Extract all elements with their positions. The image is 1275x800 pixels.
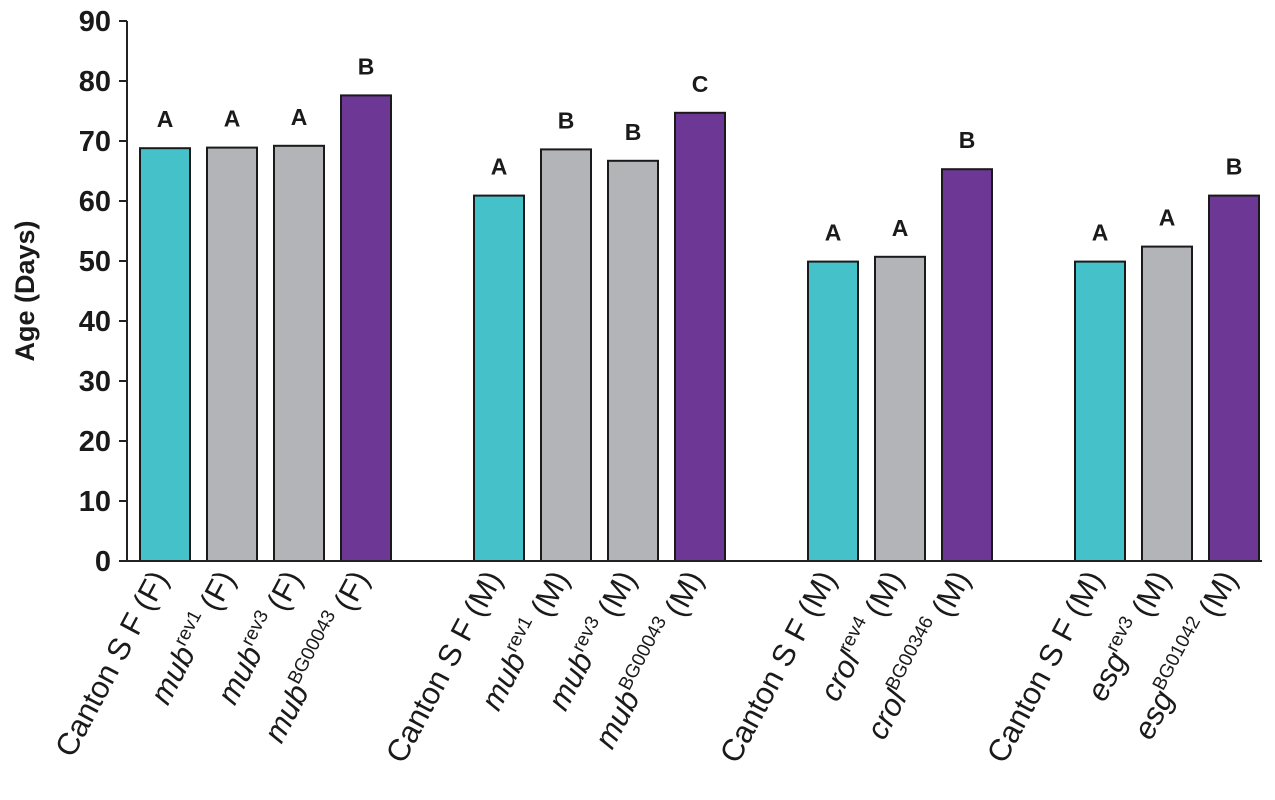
genotype: Canton S bbox=[713, 638, 805, 769]
significance-letter: A bbox=[825, 220, 842, 246]
bar-mutant bbox=[941, 168, 993, 562]
bar-mutant bbox=[674, 111, 726, 563]
x-tick-labels: Canton S F (F)mubrev1 (F)mubrev3 (F)mubB… bbox=[48, 565, 1244, 769]
significance-letter: A bbox=[224, 106, 241, 132]
genotype: crol bbox=[813, 645, 868, 707]
x-tick-label: Canton S F (M) bbox=[379, 565, 509, 769]
y-tick-label: 70 bbox=[79, 126, 111, 158]
significance-letter: B bbox=[1226, 154, 1243, 180]
significance-letter: A bbox=[892, 215, 909, 241]
significance-letter: B bbox=[358, 53, 375, 79]
significance-letter: A bbox=[291, 104, 308, 130]
significance-letter: A bbox=[157, 106, 174, 132]
y-tick-label: 20 bbox=[79, 426, 111, 458]
y-tick-label: 50 bbox=[79, 246, 111, 278]
bar-revertant bbox=[874, 255, 926, 562]
allele-superscript: BG00346 bbox=[882, 613, 938, 694]
y-axis-label: Age (Days) bbox=[10, 220, 40, 361]
bar-revertant bbox=[540, 148, 592, 562]
sex-label: F (M) bbox=[439, 565, 509, 654]
genotype: esg bbox=[1080, 646, 1134, 707]
bar-revertant bbox=[273, 144, 325, 563]
bar-revertant bbox=[1141, 245, 1193, 562]
genotype: esg bbox=[1126, 684, 1180, 745]
bar-mutant bbox=[1208, 194, 1260, 562]
allele-superscript: BG00043 bbox=[615, 613, 671, 694]
significance-letter: A bbox=[491, 154, 508, 180]
significance-letter: A bbox=[1092, 220, 1109, 246]
genotype: mub bbox=[143, 640, 202, 710]
genotype: Canton S bbox=[379, 638, 471, 769]
x-tick-label: Canton S F (M) bbox=[980, 565, 1110, 769]
sex-label: F (M) bbox=[1040, 565, 1110, 654]
significance-letter: A bbox=[1159, 205, 1176, 231]
y-tick-label: 30 bbox=[79, 366, 111, 398]
bar-revertant bbox=[206, 146, 258, 562]
bar-control bbox=[1074, 260, 1126, 562]
genotype: mub bbox=[541, 646, 600, 716]
genotype: crol bbox=[859, 683, 914, 745]
significance-letter: C bbox=[692, 71, 709, 97]
bar-revertant bbox=[607, 159, 659, 563]
y-tick-label: 40 bbox=[79, 306, 111, 338]
significance-letter: B bbox=[959, 127, 976, 153]
bar-control bbox=[807, 260, 859, 562]
sex-label: F (M) bbox=[773, 565, 843, 654]
genotype: mub bbox=[257, 678, 316, 748]
y-tick-label: 10 bbox=[79, 486, 111, 518]
y-tick-label: 0 bbox=[95, 546, 111, 578]
bar-control bbox=[139, 147, 191, 562]
y-tick-label: 90 bbox=[79, 6, 111, 38]
bar-control bbox=[473, 194, 525, 562]
genotype: mub bbox=[210, 640, 269, 710]
y-tick-label: 60 bbox=[79, 186, 111, 218]
significance-letter: B bbox=[625, 119, 642, 145]
significance-letter: B bbox=[558, 107, 575, 133]
genotype: Canton S bbox=[48, 632, 140, 763]
x-tick-label: Canton S F (F) bbox=[48, 565, 175, 762]
y-tick-label: 80 bbox=[79, 66, 111, 98]
allele-superscript: BG00043 bbox=[284, 607, 340, 688]
x-tick-label: Canton S F (M) bbox=[713, 565, 843, 769]
sex-label: F (F) bbox=[109, 565, 175, 648]
allele-superscript: BG01042 bbox=[1149, 613, 1205, 694]
bar-mutant bbox=[340, 94, 392, 563]
genotype: mub bbox=[474, 646, 533, 716]
bars: A A A B A B B C A A B A A B bbox=[139, 53, 1260, 563]
y-axis: 0 10 20 30 40 50 60 70 80 90 bbox=[79, 6, 128, 578]
genotype: mub bbox=[587, 684, 646, 754]
genotype: Canton S bbox=[980, 638, 1072, 769]
